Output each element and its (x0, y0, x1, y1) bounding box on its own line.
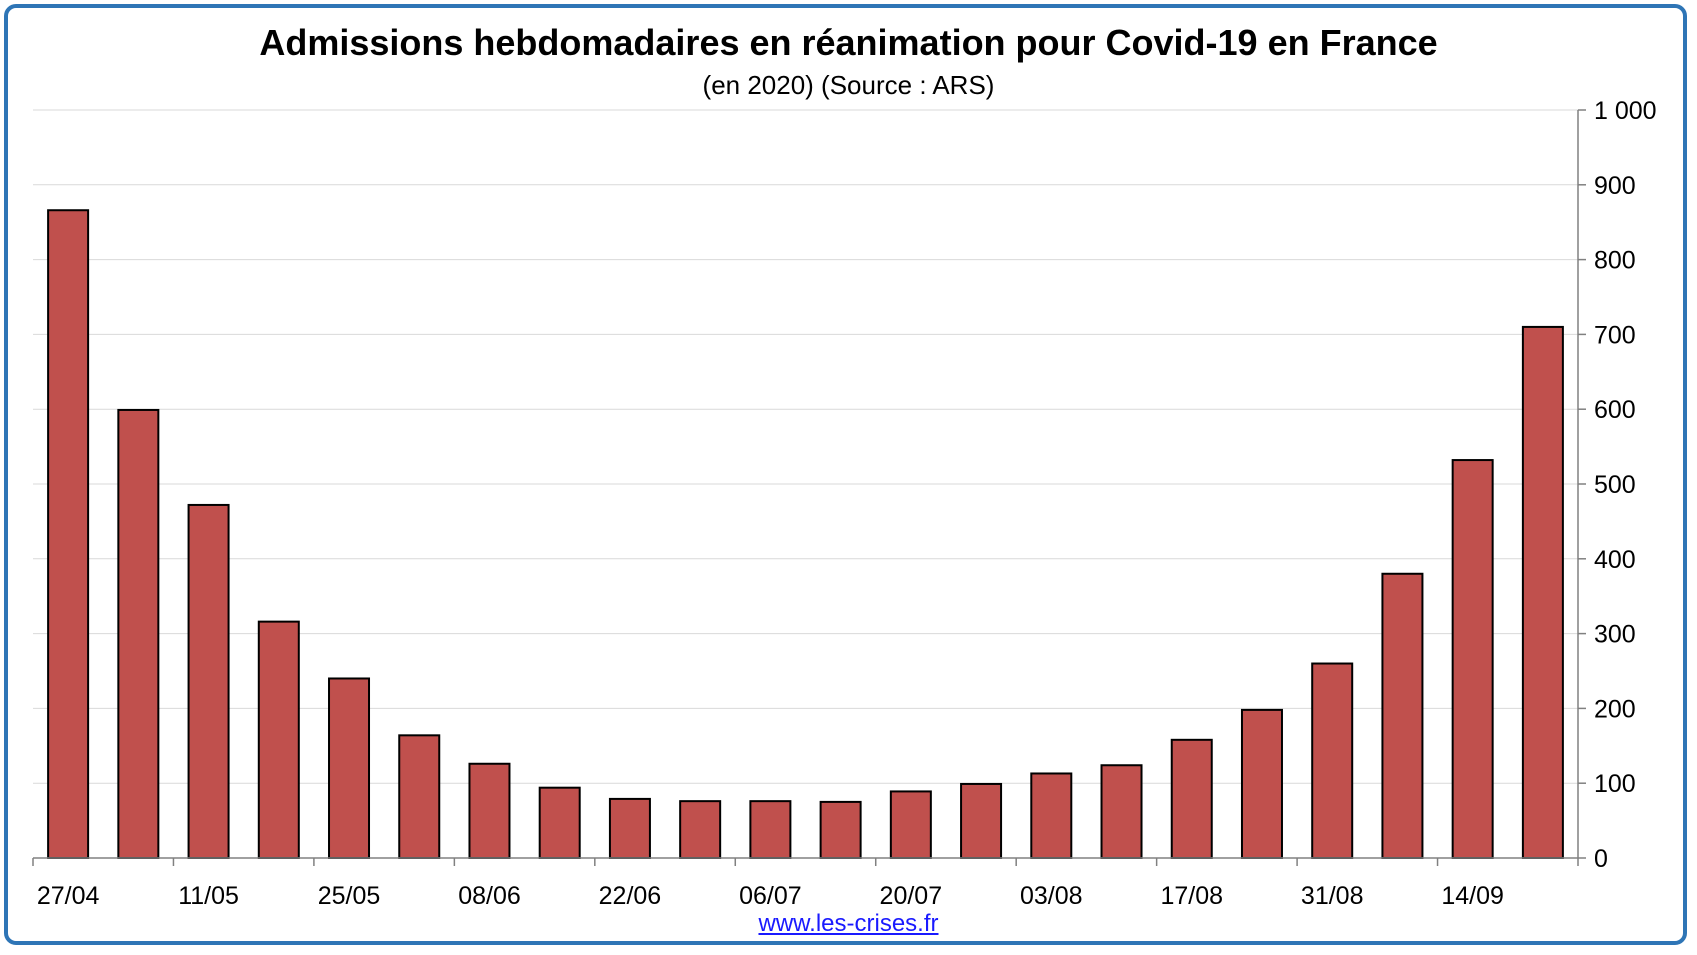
bar-06-07 (749, 800, 792, 859)
bar-31-08 (1311, 662, 1354, 860)
bar-15-06 (538, 786, 581, 859)
y-tick-label: 900 (1594, 172, 1636, 200)
y-tick-label: 400 (1594, 546, 1636, 574)
source-link[interactable]: www.les-crises.fr (758, 910, 939, 937)
bar-27-07 (960, 782, 1003, 859)
x-tick-label: 06/07 (739, 882, 802, 910)
y-tick-label: 1 000 (1594, 97, 1657, 125)
chart-subtitle: (en 2020) (Source : ARS) (702, 70, 995, 100)
y-tick-label: 300 (1594, 621, 1636, 649)
x-tick-label: 08/06 (458, 882, 521, 910)
bar-07-09 (1381, 572, 1424, 859)
x-tick-label: 14/09 (1441, 882, 1504, 910)
x-tick-label: 27/04 (37, 882, 100, 910)
x-axis-ticks: 27/04 11/05 25/05 08/06 22/06 06/07 20/07 03/08… (32, 858, 1579, 910)
y-tick-label: 800 (1594, 247, 1636, 275)
bar-01-06 (398, 734, 441, 859)
bar-24-08 (1240, 708, 1283, 859)
x-tick-label: 22/06 (599, 882, 662, 910)
bar-18-05 (257, 620, 300, 860)
bar-29-06 (679, 800, 722, 859)
x-tick-label: 17/08 (1160, 882, 1223, 910)
bar-27-04 (47, 209, 90, 859)
y-tick-label: 0 (1594, 845, 1608, 873)
bar-25-05 (328, 677, 371, 859)
y-axis-ticks: 0 100 200 300 400 500 600 700 800 900 1 000 (1578, 97, 1657, 873)
x-tick-label: 25/05 (318, 882, 381, 910)
y-tick-label: 700 (1594, 321, 1636, 349)
x-tick-label: 03/08 (1020, 882, 1083, 910)
y-tick-label: 500 (1594, 471, 1636, 499)
bars (47, 209, 1564, 860)
bar-17-08 (1170, 738, 1213, 859)
bar-22-06 (608, 797, 651, 860)
x-tick-label: 20/07 (880, 882, 943, 910)
bar-11-05 (187, 503, 230, 859)
y-tick-label: 100 (1594, 770, 1636, 798)
bar-20-07 (889, 790, 932, 859)
bar-13-07 (819, 800, 862, 860)
bar-10-08 (1100, 764, 1143, 859)
x-tick-label: 11/05 (178, 882, 239, 910)
x-tick-label: 31/08 (1301, 882, 1364, 910)
y-tick-label: 600 (1594, 396, 1636, 424)
y-tick-label: 200 (1594, 695, 1636, 723)
bar-04-05 (117, 408, 160, 859)
chart-title: Admissions hebdomadaires en réanimation … (259, 22, 1438, 63)
bar-21-09 (1521, 325, 1564, 860)
bar-03-08 (1030, 772, 1073, 860)
bar-14-09 (1451, 459, 1494, 859)
bar-08-06 (468, 762, 511, 860)
